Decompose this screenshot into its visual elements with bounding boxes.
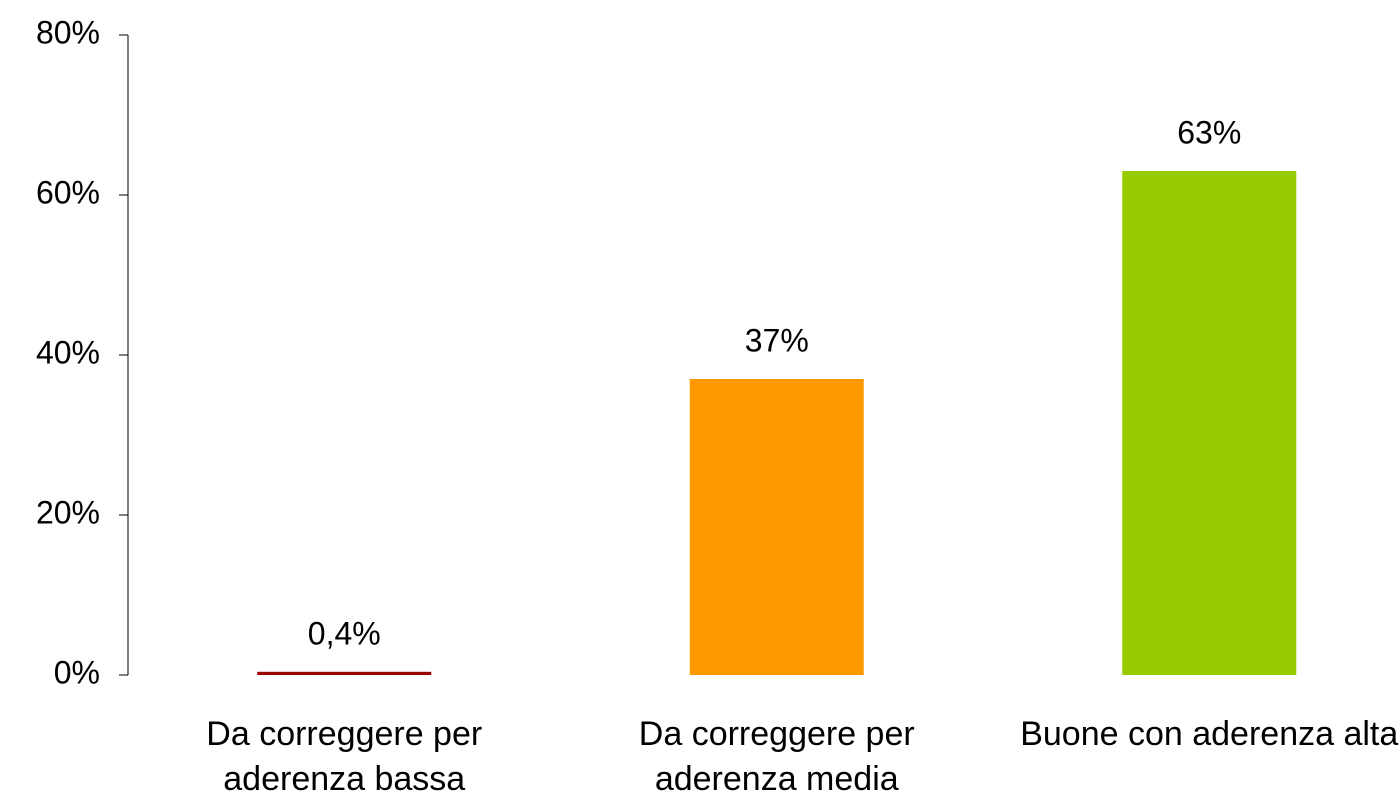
y-tick-label: 20% xyxy=(36,494,100,530)
x-tick-label: Da correggere per aderenza media xyxy=(638,715,915,798)
bar xyxy=(257,671,432,675)
bar xyxy=(689,379,864,675)
y-tick-label: 80% xyxy=(36,14,100,50)
y-tick-label: 0% xyxy=(54,654,100,690)
bar xyxy=(1122,171,1297,675)
x-tick-label: Buone con aderenza alta xyxy=(1020,715,1399,753)
value-label: 0,4% xyxy=(308,615,381,651)
x-tick-label: Da correggere per aderenza bassa xyxy=(206,715,483,798)
value-label: 63% xyxy=(1177,114,1241,150)
y-tick-label: 60% xyxy=(36,174,100,210)
value-label: 37% xyxy=(745,322,809,358)
y-tick-label: 40% xyxy=(36,334,100,370)
